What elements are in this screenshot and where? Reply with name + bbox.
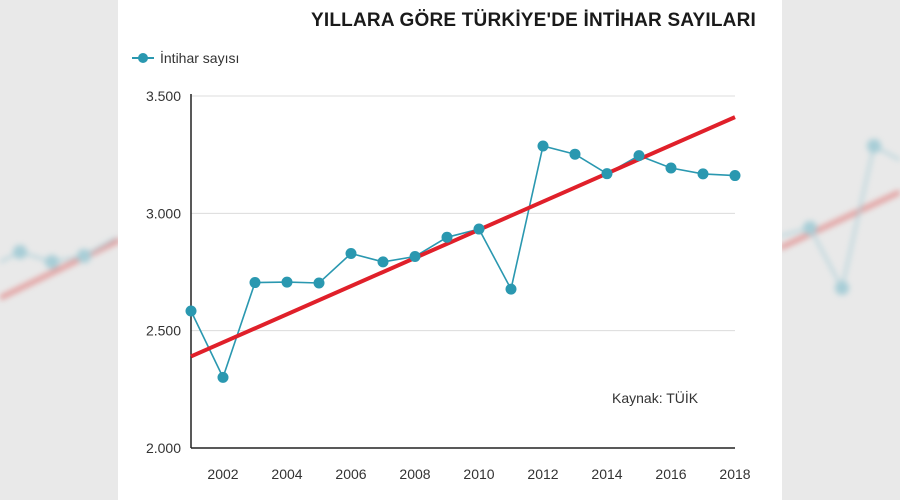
x-tick-label: 2004 xyxy=(271,466,302,482)
data-point xyxy=(601,168,613,180)
data-point xyxy=(345,247,357,259)
series-line xyxy=(190,145,736,380)
data-point xyxy=(249,277,261,289)
legend-marker xyxy=(132,52,154,64)
x-tick-label: 2018 xyxy=(719,466,750,482)
x-tick-label: 2002 xyxy=(207,466,238,482)
x-tick-label: 2006 xyxy=(335,466,366,482)
trend-line xyxy=(190,115,736,359)
x-tick-label: 2012 xyxy=(527,466,558,482)
data-point xyxy=(505,283,517,295)
background-blur-right xyxy=(780,0,900,500)
data-point xyxy=(633,150,645,162)
legend[interactable]: İntihar sayısı xyxy=(132,50,239,66)
data-point xyxy=(377,256,389,268)
data-point xyxy=(217,371,229,383)
data-point xyxy=(697,168,709,180)
background-blur-left xyxy=(0,0,120,500)
y-tick-label: 2.000 xyxy=(146,440,181,456)
x-tick-label: 2008 xyxy=(399,466,430,482)
data-point xyxy=(441,231,453,243)
data-point xyxy=(313,277,325,289)
data-point xyxy=(665,162,677,174)
data-point xyxy=(569,148,581,160)
x-tick-label: 2016 xyxy=(655,466,686,482)
data-point xyxy=(473,223,485,235)
chart-title: YILLARA GÖRE TÜRKİYE'DE İNTİHAR SAYILARI xyxy=(311,10,756,31)
data-point xyxy=(281,276,293,288)
y-tick-label: 3.500 xyxy=(146,88,181,104)
y-tick-label: 2.500 xyxy=(146,323,181,339)
data-point xyxy=(409,251,421,263)
chart-card: YILLARA GÖRE TÜRKİYE'DE İNTİHAR SAYILARI… xyxy=(118,0,782,500)
blurred-chart-copy-left xyxy=(0,237,120,301)
line-chart: 2.000 2.500 3.000 3.500 2002 2004 2006 2008 2010… xyxy=(146,88,751,482)
x-tick-label: 2014 xyxy=(591,466,622,482)
legend-label: İntihar sayısı xyxy=(160,50,240,66)
data-point xyxy=(729,170,741,182)
y-tick-label: 3.000 xyxy=(146,205,181,221)
data-point xyxy=(537,140,549,152)
blurred-chart-copy-right xyxy=(780,139,900,295)
x-tick-label: 2010 xyxy=(463,466,494,482)
source-annotation: Kaynak: TÜİK xyxy=(612,390,699,406)
data-point xyxy=(185,305,197,317)
